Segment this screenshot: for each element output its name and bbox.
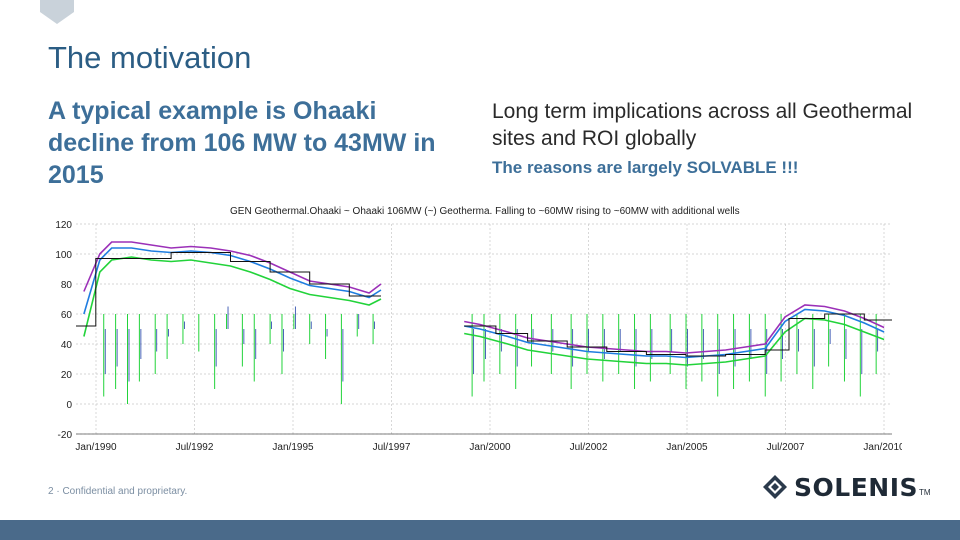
- solenis-logo: SOLENIS TM: [762, 470, 931, 504]
- x-tick-label: Jan/2000: [469, 442, 511, 453]
- y-tick-label: -20: [58, 430, 73, 441]
- footer-confidential: 2 · Confidential and proprietary.: [48, 486, 188, 497]
- x-axis-ticks: Jan/1990 Jul/1992 Jan/1995 Jul/1997 Jan/2000…: [75, 442, 902, 453]
- x-tick-label: Jan/1990: [75, 442, 117, 453]
- slide-title: The motivation: [48, 40, 252, 75]
- y-axis-ticks: -20 0 20 40 60 80 100 120: [55, 220, 72, 441]
- y-tick-label: 80: [61, 280, 73, 291]
- y-tick-label: 0: [66, 400, 72, 411]
- y-tick-label: 40: [61, 340, 73, 351]
- solenis-logo-text: SOLENIS: [794, 472, 918, 502]
- right-subheadline: The reasons are largely SOLVABLE !!!: [492, 158, 799, 177]
- x-tick-label: Jan/2005: [666, 442, 708, 453]
- series-line-max: [83, 241, 885, 354]
- solenis-logo-tm: TM: [919, 488, 931, 497]
- chart-title: GEN Geothermal.Ohaaki ~ Ohaaki 106MW (~)…: [230, 206, 740, 217]
- x-tick-label: Jul/1992: [176, 442, 214, 453]
- bottom-bar: [0, 520, 960, 540]
- x-tick-label: Jul/1997: [373, 442, 411, 453]
- x-tick-label: Jan/2010: [863, 442, 902, 453]
- corner-tab-icon: [40, 0, 74, 24]
- x-tick-label: Jul/2007: [767, 442, 805, 453]
- y-tick-label: 60: [61, 310, 73, 321]
- chart-series: [76, 241, 892, 366]
- x-tick-label: Jan/1995: [272, 442, 314, 453]
- y-tick-label: 120: [55, 220, 72, 231]
- left-headline: A typical example is Ohaaki decline from…: [48, 97, 436, 189]
- output-chart: GEN Geothermal.Ohaaki ~ Ohaaki 106MW (~)…: [55, 206, 902, 453]
- y-tick-label: 100: [55, 250, 72, 261]
- y-tick-label: 20: [61, 370, 73, 381]
- series-line-average: [76, 252, 892, 357]
- right-headline: Long term implications across all Geothe…: [492, 100, 913, 150]
- chart-dips: [103, 306, 879, 404]
- x-tick-label: Jul/2002: [570, 442, 608, 453]
- solenis-logo-icon: [763, 475, 787, 499]
